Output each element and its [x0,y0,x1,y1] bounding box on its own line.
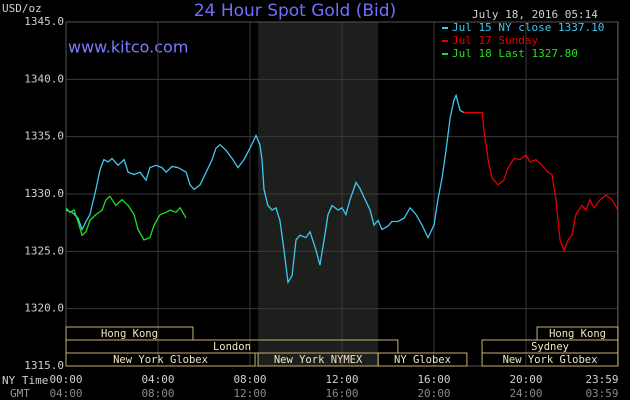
x-tick-label: 23:59 [585,373,618,386]
y-tick-label: 1340.0 [24,72,64,85]
session-label: Hong Kong [101,328,158,340]
x2-tick-label: 16:00 [325,387,358,400]
series-line [65,93,465,285]
x-axis-label: NY Time [2,374,48,387]
session-label: London [213,341,251,353]
series-line [65,195,187,241]
x2-tick-label: 08:00 [141,387,174,400]
session-label: New York NYMEX [274,354,363,366]
x2-tick-label: 24:00 [509,387,542,400]
legend-label: Jul 18 Last 1327.80 [452,47,578,60]
x-tick-label: 04:00 [141,373,174,386]
session-bar [65,352,256,367]
x2-tick-label: 20:00 [417,387,450,400]
x-tick-label: 16:00 [417,373,450,386]
legend-label: Jul 17 Sunday [452,34,538,47]
chart-title: 24 Hour Spot Gold (Bid) [194,1,396,21]
session-label: Hong Kong [549,328,606,340]
y-tick-label: 1345.0 [24,15,64,28]
y-tick-label: 1320.0 [24,302,64,315]
x2-tick-label: 04:00 [49,387,82,400]
website: www.kitco.com [68,38,188,57]
x2-tick-label: 12:00 [233,387,266,400]
y-unit: USD/oz [2,2,42,15]
x-tick-label: 20:00 [509,373,542,386]
x2-axis-label: GMT [10,387,30,400]
session-bar [481,352,619,367]
legend-label: Jul 15 NY close 1337.10 [452,21,604,34]
session-label: New York Globex [113,354,208,366]
y-tick-label: 1325.0 [24,244,64,257]
x-tick-label: 00:00 [49,373,82,386]
y-tick-label: 1330.0 [24,187,64,200]
session-label: Sydney [531,341,569,353]
series-line [463,111,619,252]
timestamp: July 18, 2016 05:14 [472,8,598,21]
x-tick-label: 12:00 [325,373,358,386]
y-tick-label: 1335.0 [24,130,64,143]
session-bar [377,352,468,367]
y-tick-label: 1315.0 [24,359,64,372]
session-label: New York Globex [503,354,598,366]
x2-tick-label: 03:59 [585,387,618,400]
session-label: NY Globex [394,354,451,366]
x-tick-label: 08:00 [233,373,266,386]
